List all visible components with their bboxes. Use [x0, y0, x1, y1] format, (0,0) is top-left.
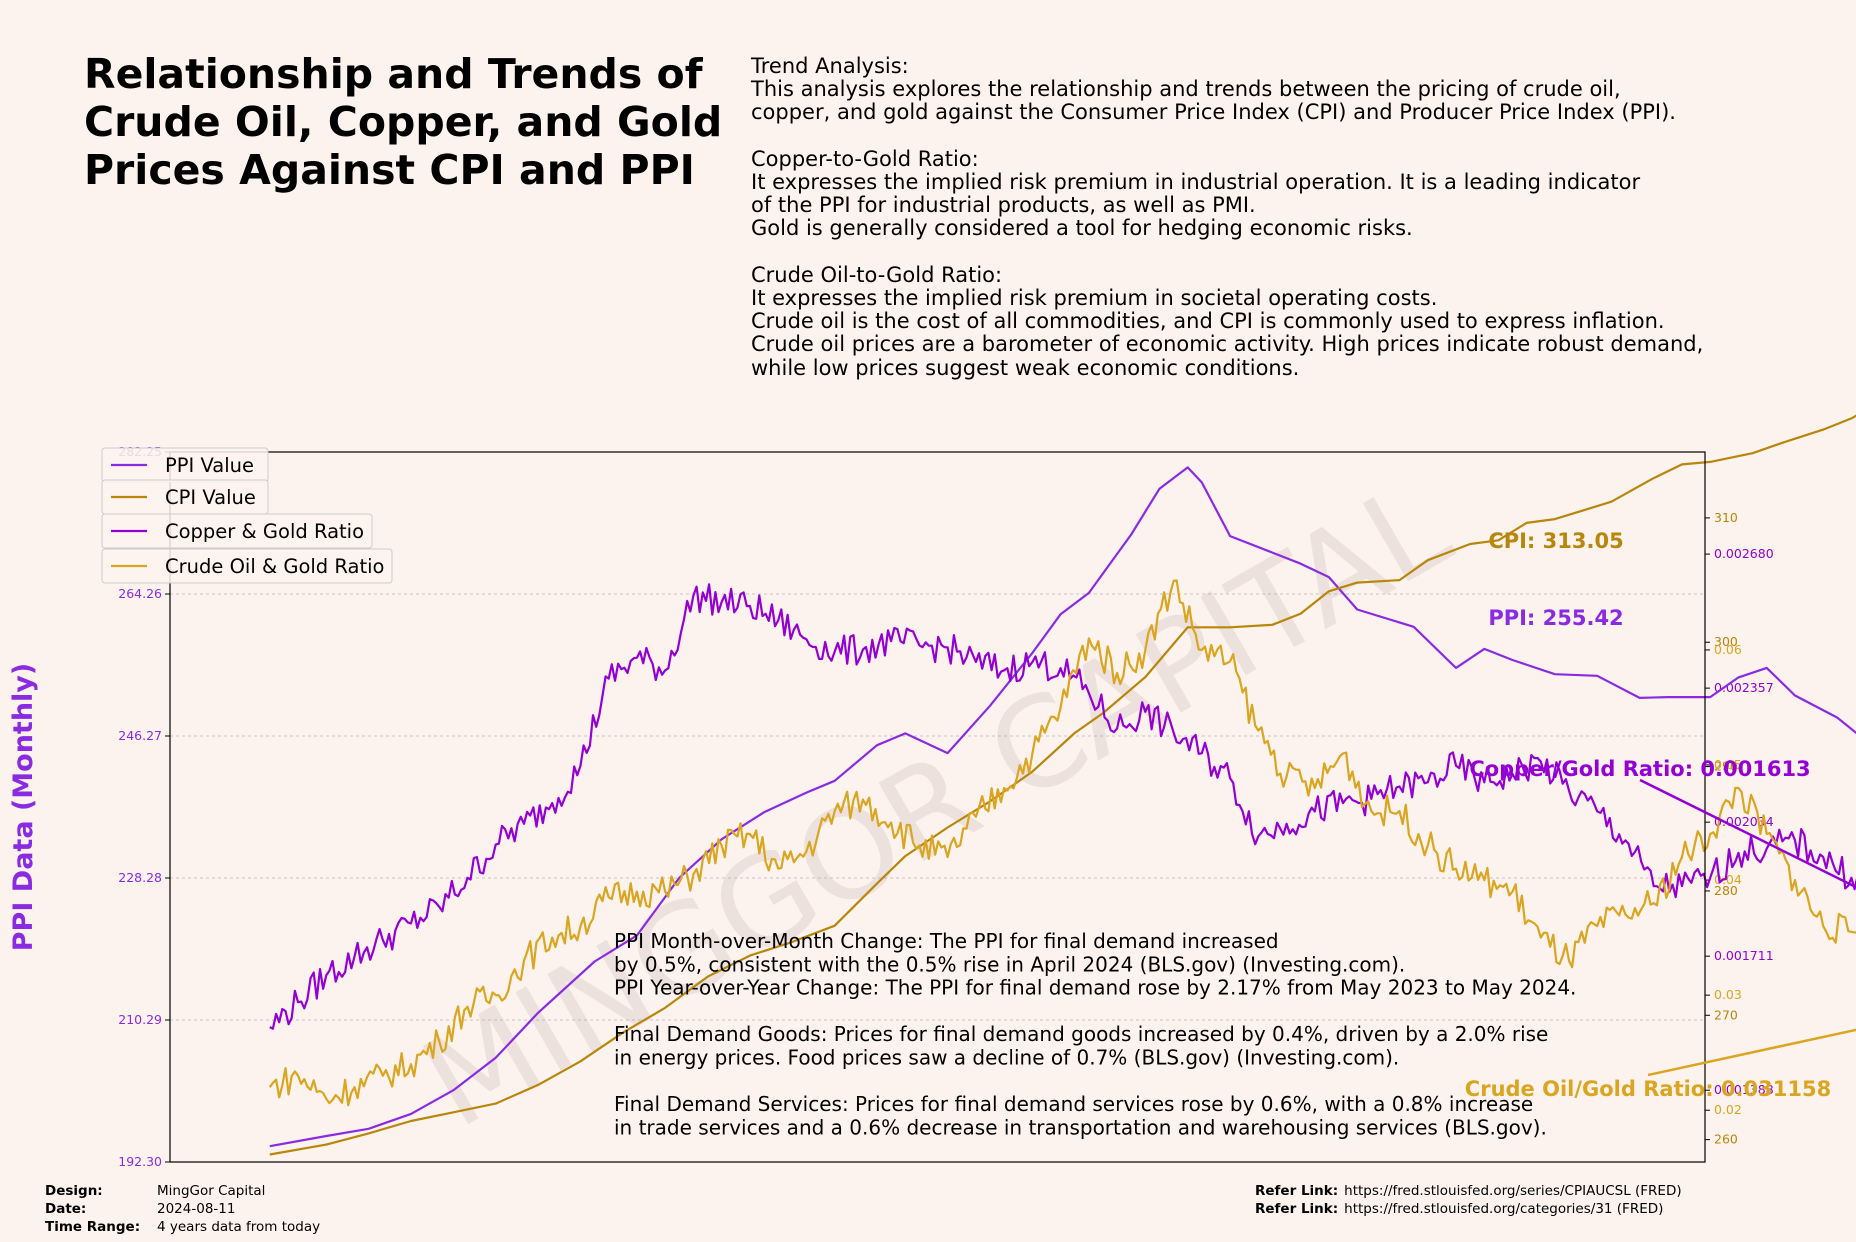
trend-analysis-text: Trend Analysis: This analysis explores th…	[751, 54, 1831, 403]
analysis-line: It expresses the implied risk premium in…	[751, 286, 1438, 310]
footer-value: 4 years data from today	[157, 1219, 321, 1235]
y-tick-label: 228.28	[118, 870, 162, 885]
right-tick-label: 0.04	[1714, 872, 1742, 887]
series-line-4	[268, 579, 1856, 1107]
right-tick-label: 310	[1714, 510, 1738, 525]
legend-entry: CPI Value	[101, 479, 269, 515]
note-line: in energy prices. Food prices saw a decl…	[614, 1046, 1399, 1070]
footer-value: 2024-08-11	[157, 1201, 236, 1217]
right-tick-label: 270	[1714, 1007, 1738, 1022]
series-line-2	[269, 414, 1856, 1156]
analysis-line: Crude oil is the cost of all commodities…	[751, 309, 1665, 334]
footer-links: Refer Link: https://fred.stlouisfed.org/s…	[1255, 1182, 1682, 1218]
footer-row: Time Range: 4 years data from today	[45, 1218, 320, 1236]
note-line: Final Demand Goods: Prices for final dem…	[614, 1022, 1548, 1046]
legend-label: CPI Value	[165, 486, 256, 509]
legend-box	[101, 513, 373, 549]
annotation-label: CPI: 313.05	[1488, 529, 1623, 553]
analysis-paragraph: Crude Oil-to-Gold Ratio: It expresses the…	[751, 262, 1831, 380]
footer-label: Refer Link:	[1255, 1201, 1339, 1217]
note-line: in trade services and a 0.6% decrease in…	[614, 1115, 1547, 1139]
right-tick-label: 260	[1714, 1132, 1738, 1147]
note-line: PPI Year-over-Year Change: The PPI for f…	[614, 976, 1576, 1000]
analysis-line: while low prices suggest weak economic c…	[751, 355, 1300, 380]
y-tick-label: 246.27	[118, 728, 162, 743]
footer-value: https://fred.stlouisfed.org/series/CPIAU…	[1344, 1183, 1682, 1199]
analysis-line: of the PPI for industrial products, as w…	[751, 193, 1256, 218]
analysis-line: copper, and gold against the Consumer Pr…	[751, 100, 1676, 125]
footer-label: Design:	[45, 1183, 103, 1199]
footer-value: MingGor Capital	[157, 1183, 266, 1199]
footer-credits: Design: MingGor Capital Date: 2024-08-11 Tim…	[45, 1182, 320, 1236]
legend-label: PPI Value	[165, 454, 254, 477]
analysis-line: Gold is generally considered a tool for …	[751, 216, 1413, 241]
annotation-label: Crude Oil/Gold Ratio: 0.031158	[1465, 1077, 1831, 1101]
annotation-label: PPI: 255.42	[1488, 606, 1623, 630]
footer-label: Refer Link:	[1255, 1183, 1339, 1199]
analysis-heading: Copper-to-Gold Ratio:	[751, 146, 979, 171]
y-tick-label: 192.30	[118, 1154, 162, 1169]
analysis-paragraph: Copper-to-Gold Ratio: It expresses the im…	[751, 146, 1831, 241]
right-tick-label: 0.06	[1714, 642, 1742, 657]
footer-row: Refer Link: https://fred.stlouisfed.org/c…	[1255, 1200, 1682, 1218]
analysis-heading: Crude Oil-to-Gold Ratio:	[751, 262, 1003, 287]
footer-label: Date:	[45, 1201, 87, 1217]
analysis-line: Crude oil prices are a barometer of econ…	[751, 332, 1704, 357]
right-tick-label: 0.05	[1714, 757, 1742, 772]
y-tick-label: 264.26	[118, 586, 162, 601]
annotation-arrow	[1647, 1028, 1856, 1077]
legend-entry: Copper & Gold Ratio	[101, 513, 373, 549]
right-tick-label: 300	[1714, 634, 1738, 649]
right-tick-label: 0.001388	[1714, 1082, 1774, 1097]
series-line-1	[269, 466, 1856, 1148]
right-tick-label: 0.02	[1714, 1102, 1742, 1117]
legend-entry: PPI Value	[101, 447, 269, 483]
footer-value: https://fred.stlouisfed.org/categories/3…	[1344, 1201, 1664, 1217]
footer-label: Time Range:	[45, 1219, 141, 1235]
plot-frame	[169, 451, 1706, 1163]
right-tick-label: 0.03	[1714, 987, 1742, 1002]
legend-entry: Crude Oil & Gold Ratio	[101, 548, 393, 584]
footer-row: Date: 2024-08-11	[45, 1200, 320, 1218]
y-tick-label: 210.29	[118, 1012, 162, 1027]
legend-box	[101, 548, 393, 584]
right-tick-label: 290	[1714, 759, 1738, 774]
analysis-line: It expresses the implied risk premium in…	[751, 170, 1641, 194]
note-line: by 0.5%, consistent with the 0.5% rise i…	[614, 952, 1405, 976]
analysis-heading: Trend Analysis:	[751, 54, 909, 78]
analysis-line: This analysis explores the relationship …	[751, 77, 1621, 102]
right-tick-label: 0.002680	[1714, 546, 1774, 561]
right-tick-label: 0.001711	[1714, 948, 1774, 963]
y-axis-label: PPI Data (Monthly)	[8, 663, 39, 951]
analysis-paragraph: Trend Analysis: This analysis explores th…	[751, 54, 1831, 125]
note-line: PPI Month-over-Month Change: The PPI for…	[614, 929, 1279, 953]
legend-label: Copper & Gold Ratio	[165, 520, 364, 543]
right-tick-label: 280	[1714, 883, 1738, 898]
annotation-arrow	[1639, 778, 1856, 889]
note-line: Final Demand Services: Prices for final …	[614, 1092, 1533, 1116]
footer-row: Design: MingGor Capital	[45, 1182, 320, 1200]
legend-label: Crude Oil & Gold Ratio	[165, 555, 384, 578]
footer-row: Refer Link: https://fred.stlouisfed.org/s…	[1255, 1182, 1682, 1200]
page-title: Relationship and Trends of Crude Oil, Co…	[84, 50, 723, 194]
annotation-label: Copper/Gold Ratio: 0.001613	[1469, 757, 1810, 781]
